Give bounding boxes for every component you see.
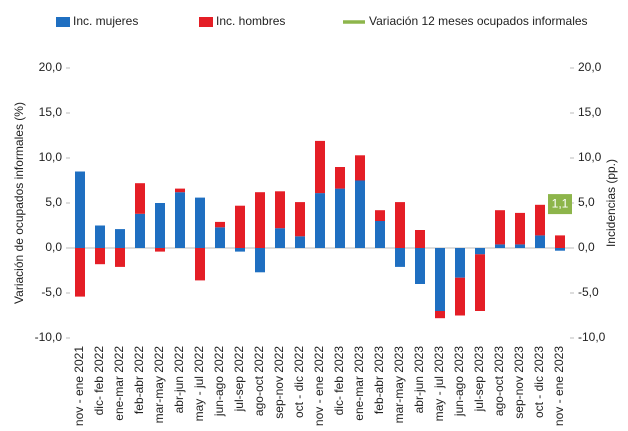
x-tick-label: abr-jun 2022 xyxy=(172,346,186,414)
bar xyxy=(535,235,545,248)
data-label: 1,1 xyxy=(552,196,569,210)
bar xyxy=(555,248,565,251)
bar xyxy=(295,202,305,237)
x-tick-label: sep-nov 2023 xyxy=(512,346,526,419)
x-tick-label: feb-abr 2023 xyxy=(372,346,386,414)
x-tick-label: ago-oct 2022 xyxy=(252,346,266,416)
legend-label: Variación 12 meses ocupados informales xyxy=(369,14,588,28)
y-tick-label: 5,0 xyxy=(45,195,62,209)
bar xyxy=(235,248,245,252)
y-tick-label: -10,0 xyxy=(35,330,63,344)
bar xyxy=(335,167,345,189)
y2-axis-title: Incidencias (pp.) xyxy=(604,159,618,247)
y2-tick-label: -5,0 xyxy=(578,285,599,299)
y2-tick-label: 5,0 xyxy=(578,195,595,209)
x-tick-label: dic- feb 2023 xyxy=(332,346,346,416)
bar xyxy=(135,183,145,214)
x-tick-label: abr-jun 2023 xyxy=(412,346,426,414)
bar xyxy=(275,228,285,248)
y-tick-label: 20,0 xyxy=(39,60,63,74)
legend-swatch xyxy=(199,17,213,27)
bar xyxy=(495,210,505,245)
x-tick-label: jul-sep 2022 xyxy=(232,346,246,413)
bar xyxy=(355,155,365,181)
bar xyxy=(215,221,225,228)
y2-tick-label: 10,0 xyxy=(578,150,602,164)
bar xyxy=(455,248,465,278)
bar xyxy=(375,221,385,248)
bar xyxy=(355,180,365,248)
bar xyxy=(95,225,105,248)
bar xyxy=(555,235,565,248)
bar xyxy=(175,188,185,193)
x-tick-label: nov - ene 2022 xyxy=(312,346,326,426)
x-tick-label: jul-sep 2023 xyxy=(472,346,486,413)
x-tick-label: jun-ago 2022 xyxy=(212,346,226,417)
x-tick-label: mar-may 2022 xyxy=(152,346,166,424)
y2-tick-label: 15,0 xyxy=(578,105,602,119)
bar xyxy=(315,140,325,194)
x-tick-label: ene-mar 2023 xyxy=(352,346,366,421)
x-tick-label: nov - ene 2023 xyxy=(552,346,566,426)
bar xyxy=(515,244,525,248)
bar xyxy=(255,248,265,273)
bar xyxy=(515,212,525,245)
bar xyxy=(295,236,305,248)
bar xyxy=(475,254,485,311)
x-tick-label: may - jul 2022 xyxy=(192,346,206,422)
y2-tick-label: 0,0 xyxy=(578,240,595,254)
bar xyxy=(335,188,345,248)
legend-swatch xyxy=(56,17,70,27)
data-label-box xyxy=(548,194,572,215)
bar xyxy=(75,171,85,248)
y2-tick-label: 20,0 xyxy=(578,60,602,74)
x-tick-label: nov - ene 2021 xyxy=(72,346,86,426)
bar xyxy=(435,311,445,319)
x-tick-label: mar-may 2023 xyxy=(392,346,406,424)
y-tick-label: -5,0 xyxy=(41,285,62,299)
bar xyxy=(195,197,205,248)
bar xyxy=(395,202,405,248)
bar xyxy=(375,210,385,221)
y-tick-label: 15,0 xyxy=(39,105,63,119)
bar xyxy=(215,227,225,248)
bar xyxy=(175,192,185,248)
x-tick-label: ene-mar 2022 xyxy=(112,346,126,421)
bar xyxy=(395,248,405,267)
bar xyxy=(115,248,125,267)
bar xyxy=(115,229,125,248)
x-tick-label: ago-oct 2023 xyxy=(492,346,506,416)
bar xyxy=(435,248,445,311)
y2-tick-label: -10,0 xyxy=(578,330,606,344)
x-tick-label: oct - dic 2022 xyxy=(292,346,306,418)
bar xyxy=(495,244,505,248)
bar xyxy=(155,248,165,252)
y-tick-label: 10,0 xyxy=(39,150,63,164)
x-tick-label: dic- feb 2022 xyxy=(92,346,106,416)
x-tick-label: feb-abr 2022 xyxy=(132,346,146,414)
bar xyxy=(415,248,425,284)
bar xyxy=(155,203,165,248)
legend-label: Inc. mujeres xyxy=(73,14,138,28)
bar xyxy=(275,191,285,229)
y-axis-title: Variación de ocupados informales (%) xyxy=(12,102,26,304)
bar xyxy=(235,205,245,248)
bar xyxy=(315,193,325,248)
x-tick-label: oct - dic 2023 xyxy=(532,346,546,418)
bar xyxy=(135,213,145,248)
bar xyxy=(535,204,545,236)
x-tick-label: sep-nov 2022 xyxy=(272,346,286,419)
y-tick-label: 0,0 xyxy=(45,240,62,254)
x-tick-label: jun-ago 2023 xyxy=(452,346,466,417)
bar xyxy=(195,248,205,281)
bar xyxy=(475,248,485,255)
bar xyxy=(75,248,85,297)
bar xyxy=(455,277,465,316)
x-tick-label: may - jul 2023 xyxy=(432,346,446,422)
legend-label: Inc. hombres xyxy=(216,14,285,28)
bar xyxy=(95,248,105,265)
bar xyxy=(415,230,425,248)
bar xyxy=(255,192,265,248)
